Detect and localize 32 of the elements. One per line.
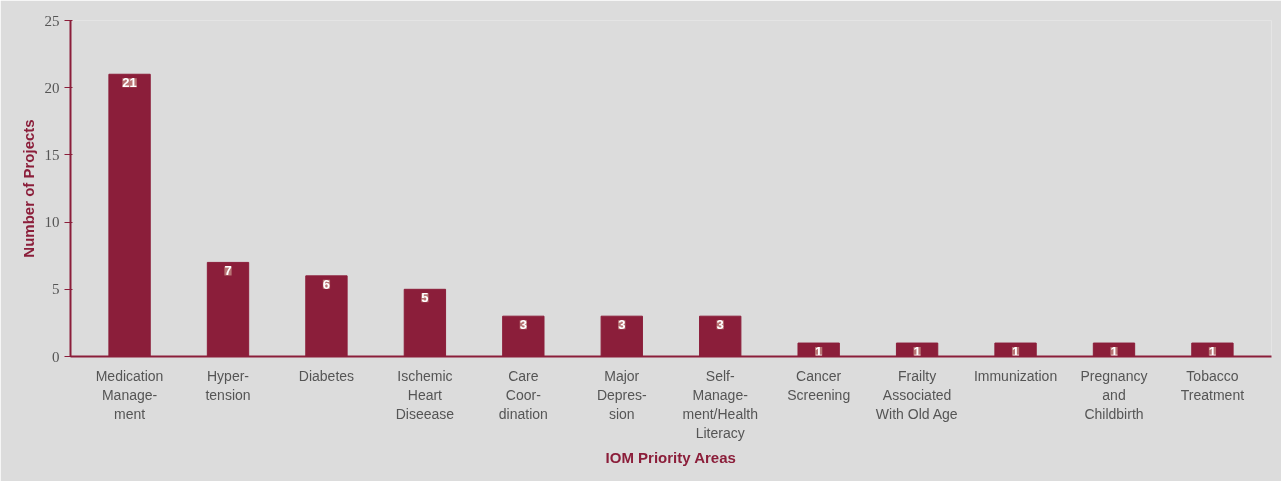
x-tick-label: Frailty Associated With Old Age — [875, 367, 958, 422]
x-tick-label: Hyper- tension — [205, 367, 251, 403]
x-tick-label: Major Depres- sion — [596, 367, 648, 422]
x-tick-label: Care Coor- dination — [498, 367, 548, 422]
x-tick-label: Immunization — [973, 367, 1058, 384]
x-tick-label: Ischemic Heart Diseease — [395, 367, 455, 422]
data-label: 1 — [1208, 344, 1217, 360]
data-label: 6 — [322, 276, 331, 292]
x-tick-label: Medication Manage- ment — [95, 367, 164, 422]
y-tick-label: 10 — [44, 214, 60, 231]
data-label: 3 — [618, 317, 626, 333]
x-tick-label: Pregnancy and Childbirth — [1080, 367, 1148, 422]
y-axis-title: Number of Projects — [19, 119, 37, 258]
data-label: 3 — [716, 317, 724, 333]
data-label: 1 — [1011, 344, 1020, 360]
data-label: 1 — [913, 344, 921, 360]
y-tick-label: 15 — [44, 146, 60, 163]
y-tick-label: 0 — [52, 348, 60, 365]
x-tick-label: Tobacco Treatment — [1180, 367, 1245, 403]
data-label: 1 — [1110, 344, 1118, 360]
x-tick-label: Self- Manage- ment/Health Literacy — [682, 367, 758, 442]
y-tick-label: 20 — [44, 79, 60, 96]
x-axis-title: IOM Priority Areas — [605, 449, 736, 467]
y-tick-label: 5 — [52, 281, 60, 298]
data-label: 21 — [122, 75, 137, 91]
data-label: 7 — [224, 263, 232, 279]
data-label: 5 — [421, 290, 429, 306]
data-label: 1 — [815, 344, 823, 360]
data-label: 3 — [519, 317, 527, 333]
x-tick-label: Cancer Screening — [787, 367, 851, 403]
x-tick-label: Diabetes — [298, 367, 355, 384]
y-tick-label: 25 — [44, 12, 60, 29]
